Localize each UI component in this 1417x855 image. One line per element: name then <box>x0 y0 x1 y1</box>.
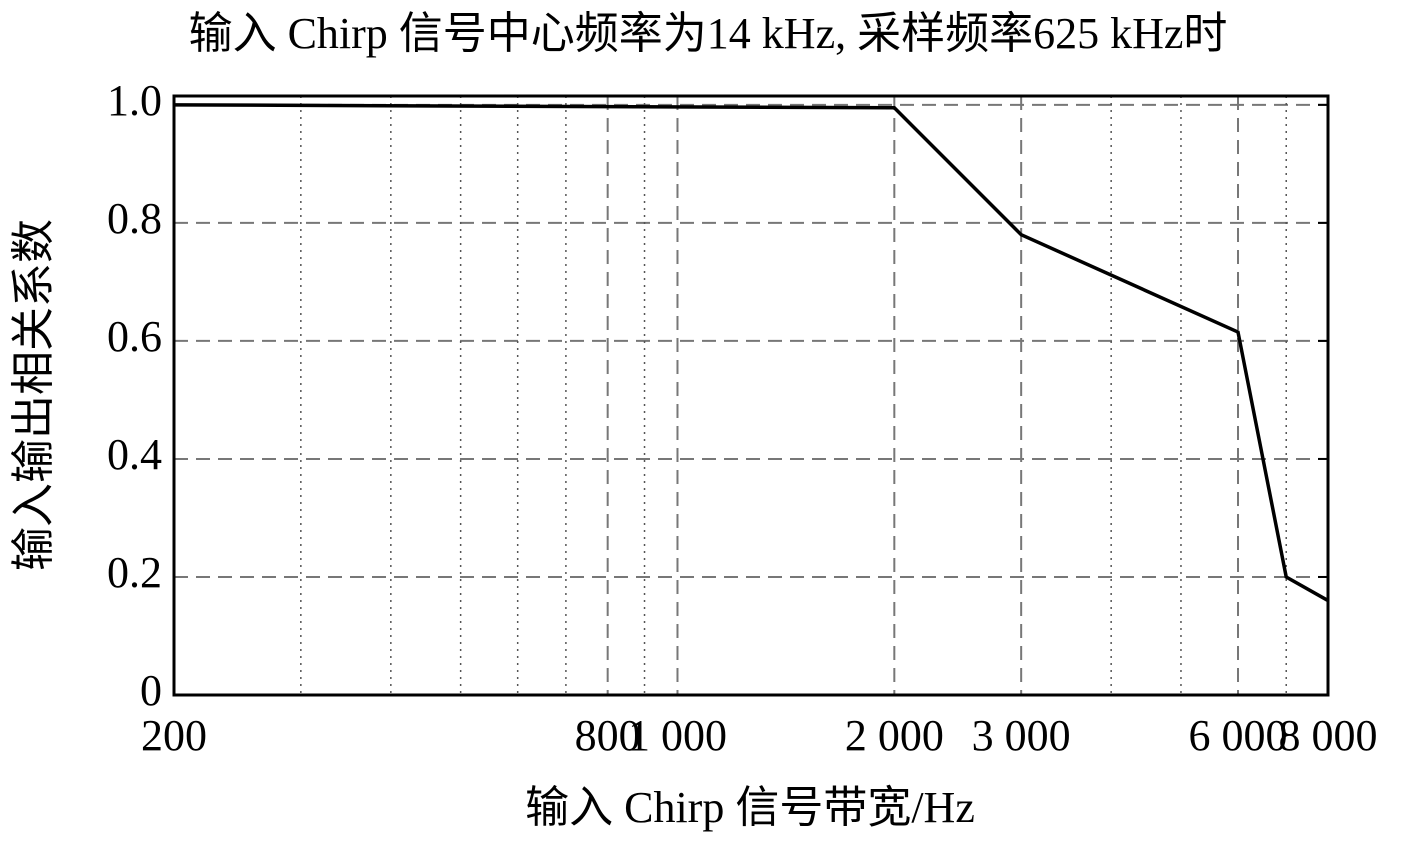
x-axis-label: 输入 Chirp 信号带宽/Hz <box>525 783 975 832</box>
chart-title: 输入 Chirp 信号中心频率为14 kHz, 采样频率625 kHz时 <box>189 9 1228 58</box>
data-line <box>173 103 1329 603</box>
y-tick-label: 0 <box>140 666 162 715</box>
y-tick-label: 0.8 <box>107 194 162 243</box>
y-tick-label: 1.0 <box>107 76 162 125</box>
y-tick-label: 0.2 <box>107 548 162 597</box>
plot-frame <box>172 94 1330 697</box>
x-tick-label: 200 <box>141 711 207 760</box>
y-tick-label: 0.6 <box>107 312 162 361</box>
y-axis-label: 输入输出相关系数 <box>9 219 58 571</box>
x-tick-label: 800 <box>575 711 641 760</box>
x-tick-label: 2 000 <box>845 711 944 760</box>
x-tick-label: 6 000 <box>1189 711 1288 760</box>
x-tick-label: 3 000 <box>972 711 1071 760</box>
x-tick-label: 1 000 <box>628 711 727 760</box>
x-tick-label: 8 000 <box>1279 711 1378 760</box>
y-tick-label: 0.4 <box>107 430 162 479</box>
